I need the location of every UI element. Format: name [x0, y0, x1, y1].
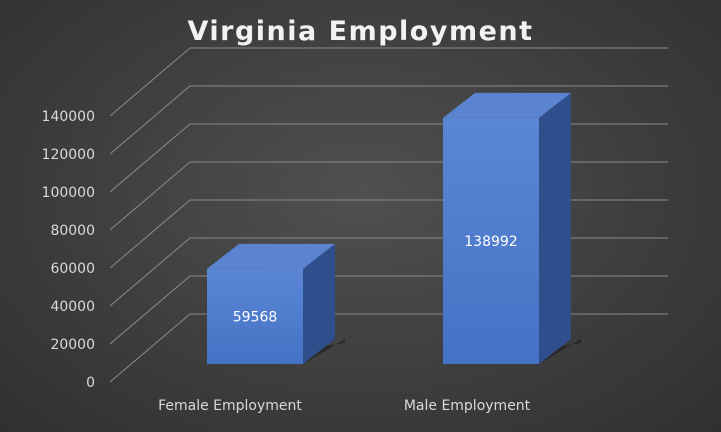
bar-front-face	[207, 268, 303, 364]
gridline	[109, 47, 668, 117]
y-tick-label: 100000	[42, 185, 95, 201]
y-tick-label: 80000	[50, 223, 95, 239]
bar: 59568	[207, 243, 345, 364]
data-label: 59568	[233, 309, 278, 325]
bar-shadow	[211, 339, 345, 364]
gridline	[109, 161, 668, 231]
gridline	[109, 199, 668, 269]
x-category-label: Male Employment	[404, 398, 531, 414]
gridline	[109, 275, 668, 345]
y-tick-label: 120000	[42, 147, 95, 163]
data-label: 138992	[464, 234, 517, 250]
bar-front-face	[443, 117, 539, 365]
gridline	[109, 123, 668, 193]
bars: 59568 138992	[207, 92, 581, 365]
bar-top-face	[443, 92, 571, 118]
x-category-label: Female Employment	[158, 398, 302, 414]
chart-title: Virginia Employment	[187, 16, 534, 47]
y-tick-label: 60000	[50, 261, 95, 277]
y-tick-label: 0	[86, 375, 95, 391]
y-axis-ticks: 0 20000 40000 60000 80000 100000 120000 140000	[42, 109, 95, 391]
y-tick-label: 40000	[50, 299, 95, 315]
gridline	[109, 85, 668, 155]
bar-top-face	[207, 243, 335, 269]
bar: 138992	[443, 92, 581, 365]
bar-side-face	[303, 243, 335, 364]
gridlines	[109, 47, 668, 383]
x-axis-labels: Female Employment Male Employment	[158, 398, 531, 414]
bar-shadow	[447, 339, 581, 364]
bar-side-face	[539, 92, 571, 365]
y-tick-label: 140000	[42, 109, 95, 125]
y-tick-label: 20000	[50, 337, 95, 353]
gridline	[109, 237, 668, 307]
gridline	[109, 313, 668, 383]
